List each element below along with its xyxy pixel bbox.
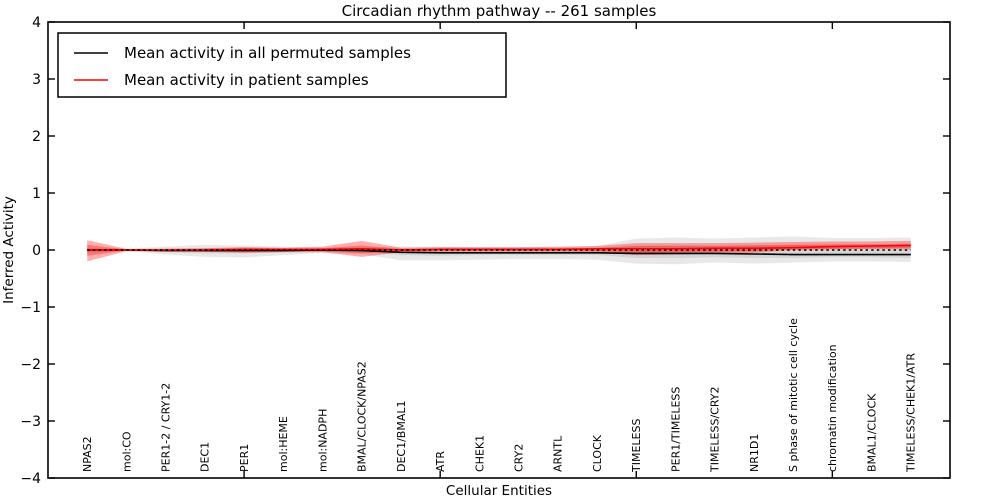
- axis-ticks: [48, 21, 950, 479]
- y-tick-label: −1: [20, 300, 41, 316]
- permuted-band-outer: [87, 236, 911, 265]
- legend: Mean activity in all permuted samples Me…: [57, 32, 507, 98]
- y-tick-label: 2: [32, 129, 41, 145]
- x-entity-label: CLOCK: [591, 434, 604, 472]
- x-axis-label: Cellular Entities: [446, 483, 552, 499]
- y-tick-label: 1: [32, 186, 41, 202]
- x-entity-label: PER1/TIMELESS: [669, 387, 682, 472]
- x-entity-label: DEC1: [199, 442, 212, 472]
- x-entity-label: TIMELESS/CHEK1/ATR: [905, 353, 918, 473]
- x-entity-label: ATR: [434, 451, 447, 472]
- y-tick-labels: 4 3 2 1 0 −1 −2 −3 −4: [20, 15, 41, 487]
- x-entity-label: BMAL/CLOCK/NPAS2: [356, 361, 369, 472]
- x-entity-label: mol:CO: [120, 431, 133, 472]
- patient-band-outer: [87, 240, 911, 262]
- x-entity-label: PER1: [238, 444, 251, 472]
- x-entity-label: BMAL1/CLOCK: [865, 393, 878, 472]
- x-entity-label: mol:HEME: [277, 416, 290, 472]
- y-tick-label: 0: [32, 243, 41, 259]
- y-axis-label: Inferred Activity: [1, 196, 17, 304]
- y-tick-label: −2: [20, 357, 41, 373]
- legend-label-patient: Mean activity in patient samples: [124, 71, 369, 89]
- chart-title: Circadian rhythm pathway -- 261 samples: [342, 2, 657, 20]
- x-entity-label: ARNTL: [552, 435, 565, 472]
- entity-labels: NPAS2 mol:CO PER1-2 / CRY1-2 DEC1 PER1 mol:HE…: [81, 318, 918, 473]
- legend-label-permuted: Mean activity in all permuted samples: [124, 44, 411, 62]
- x-entity-label: TIMELESS: [630, 419, 643, 473]
- x-entity-label: NPAS2: [81, 436, 94, 472]
- x-entity-label: mol:NADPH: [316, 409, 329, 472]
- y-tick-label: 4: [32, 15, 41, 31]
- x-entity-label: TIMELESS/CRY2: [709, 387, 722, 474]
- x-entity-label: chromatin modification: [826, 344, 839, 472]
- x-entity-label: CHEK1: [473, 435, 486, 472]
- y-tick-label: −3: [20, 414, 41, 430]
- x-entity-label: S phase of mitotic cell cycle: [787, 318, 800, 472]
- x-entity-label: PER1-2 / CRY1-2: [160, 383, 173, 472]
- legend-box: [57, 32, 507, 98]
- x-entity-label: DEC1/BMAL1: [395, 401, 408, 473]
- y-tick-label: 3: [32, 72, 41, 88]
- mean-lines: [87, 244, 911, 256]
- x-entity-label: CRY2: [512, 444, 525, 472]
- x-entity-label: NR1D1: [748, 434, 761, 472]
- patient-mean-line: [87, 244, 911, 251]
- permuted-mean-line: [87, 249, 911, 256]
- y-tick-label: −4: [20, 471, 41, 487]
